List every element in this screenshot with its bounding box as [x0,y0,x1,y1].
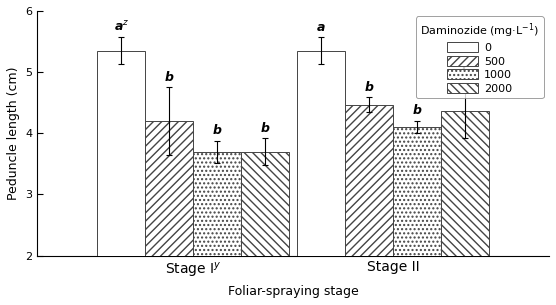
Text: a: a [317,20,325,34]
Bar [441,111,489,256]
Bar [241,152,289,256]
Text: b: b [460,66,470,80]
Legend: 0, 500, 1000, 2000: 0, 500, 1000, 2000 [416,16,544,98]
Text: b: b [365,81,374,94]
Bar [297,51,345,256]
Bar [193,152,241,256]
Text: b: b [261,121,270,135]
X-axis label: Foliar-spraying stage: Foliar-spraying stage [228,285,359,298]
Text: b: b [213,124,222,137]
Text: b: b [165,71,174,84]
Text: a$^{z}$: a$^{z}$ [114,20,129,34]
Bar [146,121,193,256]
Bar [97,51,146,256]
Bar [393,127,441,256]
Y-axis label: Peduncle length (cm): Peduncle length (cm) [7,66,20,200]
Bar [345,105,393,256]
Text: b: b [413,104,421,117]
